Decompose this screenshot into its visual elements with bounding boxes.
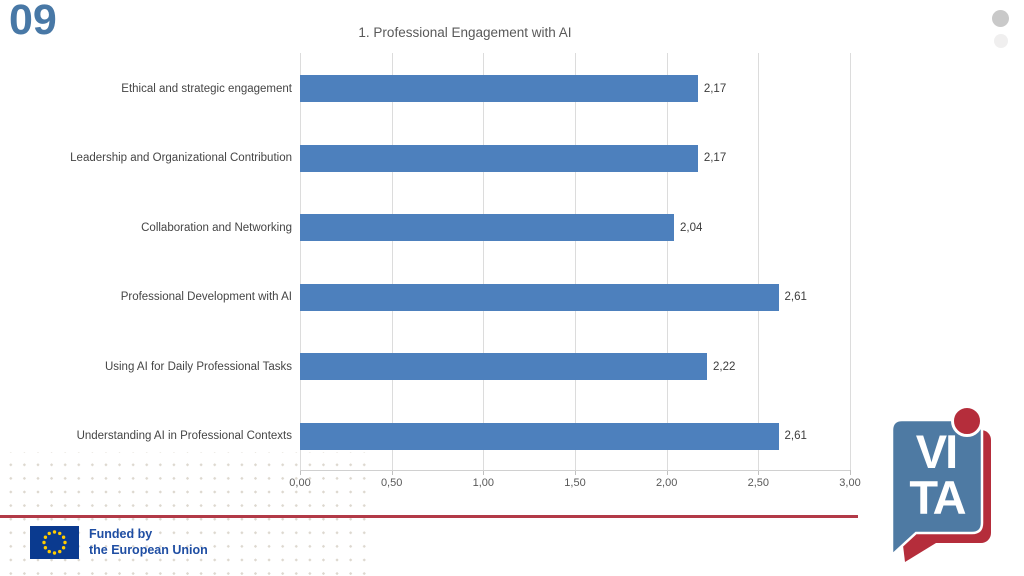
eu-flag-star: [42, 540, 46, 545]
slide-number: 09: [9, 0, 57, 44]
eu-flag-star: [61, 535, 66, 539]
vita-logo-red-tail: [902, 537, 936, 562]
value-label: 2,04: [680, 221, 703, 234]
eu-flag-star: [61, 546, 66, 550]
gridline: [575, 53, 576, 470]
category-label: Professional Development with AI: [120, 291, 292, 303]
eu-funding-line1: Funded by: [89, 527, 153, 541]
eu-flag-star: [52, 551, 57, 555]
x-axis-tick-label: 1,50: [564, 477, 586, 489]
vita-logo-red-dot: [951, 405, 983, 437]
x-axis-tick-label: 1,00: [472, 477, 495, 489]
bar: [300, 353, 707, 380]
eu-funding-text: Funded by the European Union: [89, 526, 208, 559]
bar: [300, 75, 698, 102]
category-label: Leadership and Organizational Contributi…: [70, 152, 292, 164]
eu-flag-star: [43, 546, 48, 550]
gridline: [758, 53, 760, 470]
gridline: [850, 53, 851, 470]
eu-flag-star: [58, 531, 62, 536]
axis-tick: [575, 470, 576, 475]
eu-flag-star: [47, 549, 51, 554]
axis-tick: [758, 470, 760, 475]
gridline: [483, 53, 485, 470]
eu-funding-badge: Funded by the European Union: [30, 526, 208, 559]
x-axis-tick-label: 2,50: [747, 477, 770, 489]
x-axis-tick-label: 2,00: [655, 477, 678, 489]
vita-logo-text-vi: VI: [916, 425, 956, 478]
category-label: Using AI for Daily Professional Tasks: [104, 360, 292, 373]
category-label: Collaboration and Networking: [141, 221, 292, 234]
category-label: Ethical and strategic engagement: [121, 82, 292, 95]
gridline: [300, 53, 301, 470]
x-axis-tick-label: 3,00: [839, 477, 861, 489]
eu-flag-star: [63, 540, 67, 545]
bar: [300, 422, 779, 450]
deco-dot-dark: [992, 10, 1009, 27]
value-label: 2,17: [703, 152, 727, 164]
bar: [300, 283, 779, 311]
deco-dot-light: [994, 34, 1008, 48]
axis-tick: [666, 470, 668, 475]
gridline: [666, 53, 668, 470]
value-label: 2,61: [784, 430, 807, 442]
x-axis-tick-label: 0,50: [380, 477, 403, 489]
axis-tick: [850, 470, 851, 475]
axis-tick: [483, 470, 485, 475]
category-label: Understanding AI in Professional Context…: [76, 430, 292, 442]
bar: [300, 214, 674, 241]
bar: [300, 144, 698, 172]
eu-flag-star: [52, 530, 57, 534]
vita-logo-text-ta: TA: [909, 471, 965, 524]
axis-tick: [391, 470, 393, 475]
gridline: [391, 53, 393, 470]
x-axis-line: [300, 470, 850, 471]
bar-chart-plot-area: [300, 53, 851, 475]
chart-title: 1. Professional Engagement with AI: [358, 25, 572, 40]
eu-flag-icon: [30, 526, 79, 559]
eu-flag-star: [43, 535, 48, 539]
eu-flag-star: [47, 531, 51, 536]
eu-flag-star: [58, 549, 62, 554]
vita-logo: VI TA: [890, 405, 991, 562]
value-label: 2,61: [784, 291, 807, 303]
value-label: 2,22: [713, 360, 736, 373]
value-label: 2,17: [703, 82, 727, 95]
eu-funding-line2: the European Union: [89, 542, 208, 557]
red-divider-line: [0, 515, 858, 518]
